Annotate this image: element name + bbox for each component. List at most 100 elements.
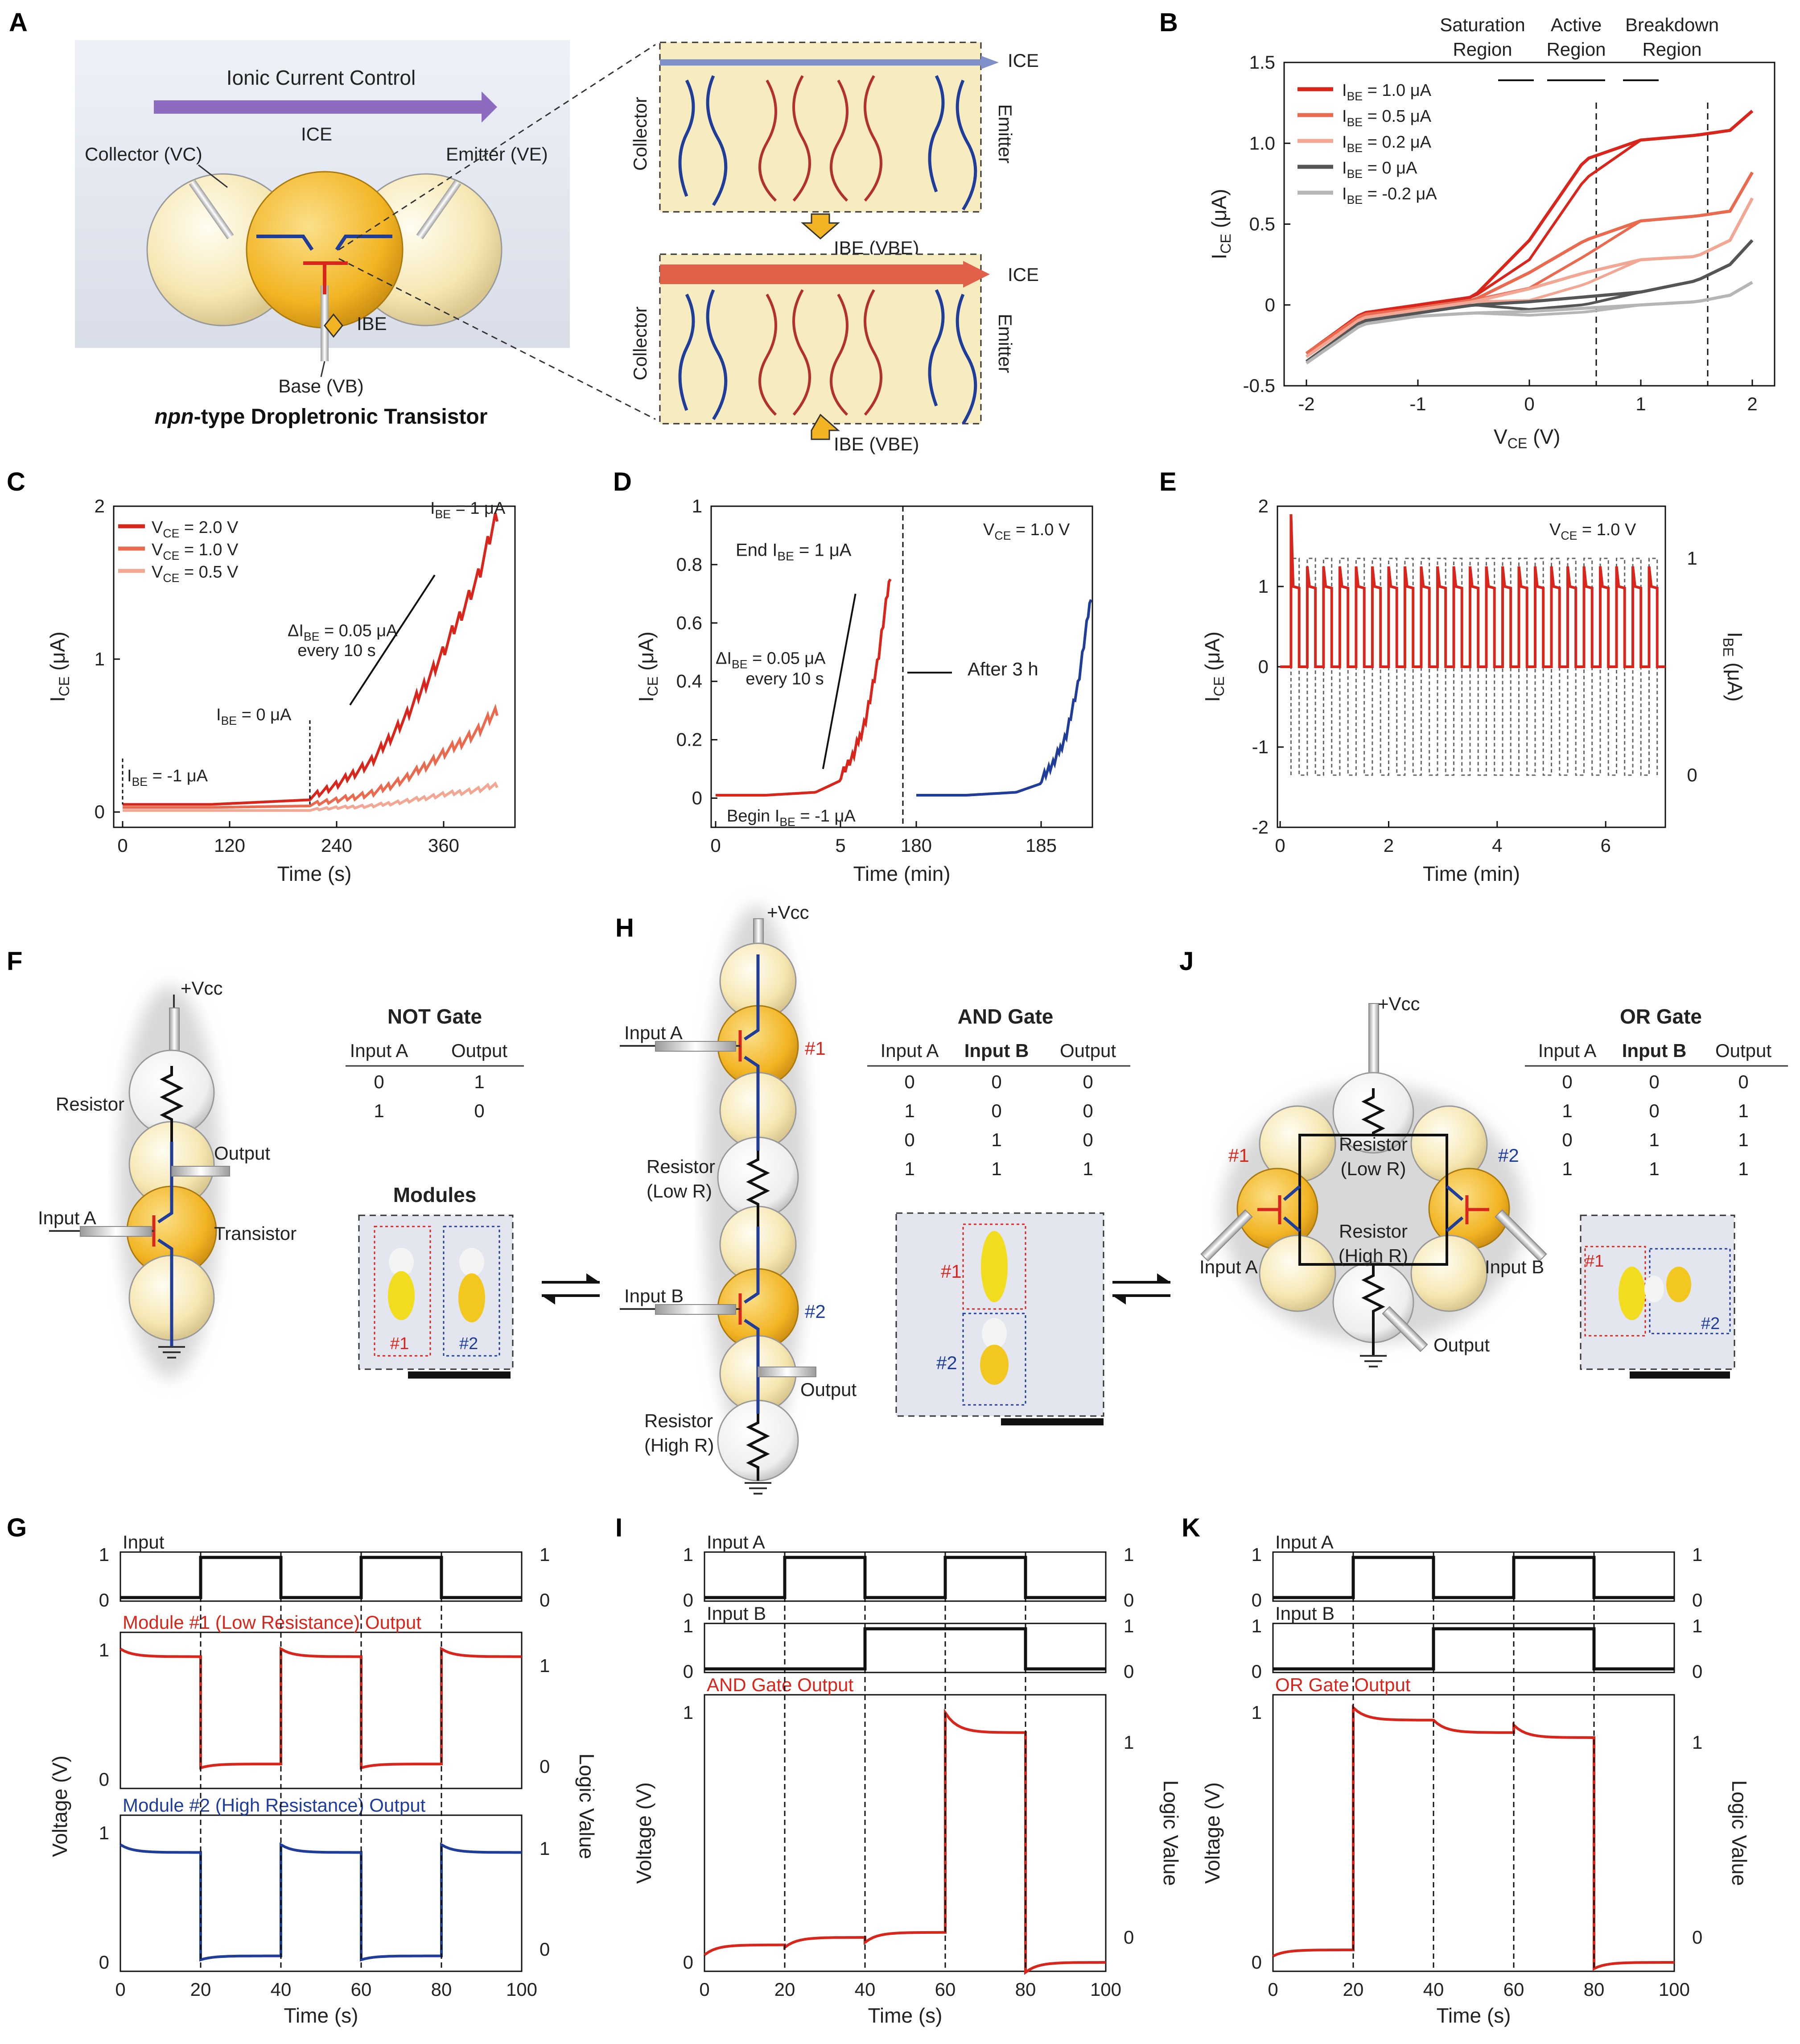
- y-axis-label: ICE (μA): [1207, 189, 1234, 259]
- annotation: every 10 s: [297, 641, 375, 660]
- output-title: Module #1 (Low Resistance) Output: [123, 1612, 421, 1633]
- input-trace: [120, 1556, 522, 1599]
- or-cell: 1: [1738, 1158, 1748, 1179]
- or-photo-2: #2: [1701, 1314, 1720, 1333]
- legend-label: VCE = 2.0 V: [152, 518, 239, 540]
- region-breakdown: Breakdown: [1625, 14, 1719, 35]
- panel-label-c: C: [7, 467, 25, 496]
- panel-a-zoom-bottom: ICE Collector Emitter IBE (VBE): [630, 253, 1039, 454]
- chart-c: 0 120 240 360 0 1 2 Time (s) ICE (μA) VCE = 2.0 V…: [46, 496, 516, 885]
- y-tick-label: 1: [692, 496, 702, 516]
- y-tick-label: 1: [95, 648, 105, 669]
- circuit-h: +Vcc Input A #1 Resistor (Low R) Input B…: [620, 902, 857, 1495]
- output-title: OR Gate Output: [1275, 1674, 1411, 1695]
- n2-h: #2: [805, 1301, 826, 1322]
- zoom-bottom-ibe: IBE (VBE): [834, 434, 919, 454]
- y-tick-label: 2: [1258, 496, 1269, 516]
- or-table: OR Gate Input A Input B Output 0 0 0 1 0 1 0 1 1…: [1525, 1005, 1788, 1379]
- tick-label: 1: [1124, 1544, 1134, 1565]
- and-h1: Input B: [964, 1040, 1029, 1061]
- panel-label-f: F: [7, 947, 22, 976]
- tick-label: 1: [1252, 1544, 1262, 1565]
- tick-label: 0: [1252, 1590, 1262, 1610]
- tick-label: 0: [540, 1590, 550, 1610]
- modules-photo: [358, 1214, 514, 1370]
- tick-label: 1: [683, 1544, 693, 1565]
- module-2-tag: #2: [459, 1334, 478, 1353]
- plot-frame: [1283, 62, 1775, 387]
- panel-label-j: J: [1179, 947, 1194, 976]
- or-cell: 1: [1649, 1129, 1659, 1150]
- input-title: Input: [123, 1532, 165, 1553]
- y-tick-label: 0: [1258, 656, 1269, 677]
- legend-label: IBE = -0.2 μA: [1342, 185, 1437, 206]
- x-axis-label: Time (s): [1437, 2004, 1511, 2027]
- res-low2-j: (Low R): [1340, 1158, 1406, 1179]
- banner-label: Ionic Current Control: [227, 66, 416, 89]
- not-r1c1: 0: [474, 1100, 484, 1121]
- equilibrium-arrows-2: [1112, 1273, 1170, 1305]
- or-cell: 0: [1649, 1071, 1659, 1092]
- tick-label: 0: [1252, 1661, 1262, 1682]
- or-h1: Input B: [1622, 1040, 1687, 1061]
- tick-label: 0: [1692, 1661, 1702, 1682]
- x-tick-label: 0: [115, 1979, 125, 2000]
- panel-label-b: B: [1159, 8, 1178, 37]
- legend-label: VCE = 0.5 V: [152, 563, 239, 585]
- output-trace: [119, 1647, 522, 1770]
- tick-label: 1: [540, 1838, 550, 1859]
- collector-label: Collector (VC): [85, 144, 202, 165]
- y-tick-label: 2: [95, 496, 105, 516]
- region-active-2: Region: [1546, 39, 1606, 60]
- and-cell: 0: [991, 1071, 1001, 1092]
- y-axis-label: ICE (μA): [634, 632, 661, 702]
- annotation: Begin IBE = -1 μA: [727, 807, 856, 829]
- x-tick-label: 60: [1503, 1979, 1524, 2000]
- tick-label: 1: [683, 1702, 693, 1723]
- or-h2: Output: [1715, 1040, 1771, 1061]
- output-trace: [119, 1842, 522, 1962]
- series-return-2: [1306, 198, 1754, 358]
- chart-e: 0 2 4 6 -2 -1 0 1 2 1 0 Time (min) ICE (μA) IBE (μA) V…: [1201, 496, 1746, 885]
- or-cell: 0: [1562, 1071, 1572, 1092]
- res-low-h: Resistor: [647, 1156, 715, 1177]
- input-a-j: Input A: [1199, 1256, 1258, 1277]
- tick-label: 0: [683, 1952, 693, 1973]
- y-axis-label: ICE (μA): [1201, 632, 1227, 702]
- tick-label: 1: [99, 1639, 109, 1660]
- resistor-label-f: Resistor: [56, 1094, 124, 1115]
- module-1-tag: #1: [390, 1334, 409, 1353]
- ice-trace: [1280, 514, 1665, 668]
- y-axis-label: Voltage (V): [632, 1782, 655, 1884]
- and-cell: 1: [904, 1100, 914, 1121]
- scale-bar-j: [1630, 1371, 1730, 1379]
- tick-label: 0: [99, 1590, 109, 1610]
- chart-i: Input A 1 0 1 0 Input B 1 0 1 0 AND Gate Output 1 0 1…: [632, 1532, 1182, 2027]
- x-axis-label: Time (s): [868, 2004, 943, 2027]
- or-cell: 1: [1562, 1100, 1572, 1121]
- transistor-label-f: Transistor: [214, 1223, 297, 1244]
- tick-label: 1: [1252, 1615, 1262, 1636]
- n1-j: #1: [1228, 1145, 1249, 1166]
- and-title: AND Gate: [958, 1005, 1054, 1028]
- res-low-j: Resistor: [1339, 1134, 1408, 1155]
- legend-label: IBE = 0.2 μA: [1342, 133, 1432, 155]
- series-after: [916, 599, 1092, 797]
- input-b-j: Input B: [1485, 1256, 1544, 1277]
- panel-label-d: D: [613, 467, 632, 496]
- region-saturation: Saturation: [1440, 14, 1525, 35]
- x-tick-label: 100: [1659, 1979, 1690, 2000]
- y-tick-label: 0.8: [676, 554, 702, 575]
- region-breakdown-2: Region: [1642, 39, 1701, 60]
- zoom-top-emitter: Emitter: [995, 104, 1016, 163]
- input-trace: [704, 1556, 1106, 1599]
- zoom-bottom-emitter: Emitter: [995, 314, 1016, 373]
- tick-label: 0: [1252, 1952, 1262, 1973]
- y-axis-label: Voltage (V): [48, 1755, 71, 1857]
- tick-label: 1: [1692, 1615, 1702, 1636]
- annotation: After 3 h: [968, 659, 1038, 680]
- annotation: IBE = -1 μA: [127, 767, 208, 789]
- tick-label: 1: [540, 1544, 550, 1565]
- tick-label: 1: [540, 1655, 550, 1676]
